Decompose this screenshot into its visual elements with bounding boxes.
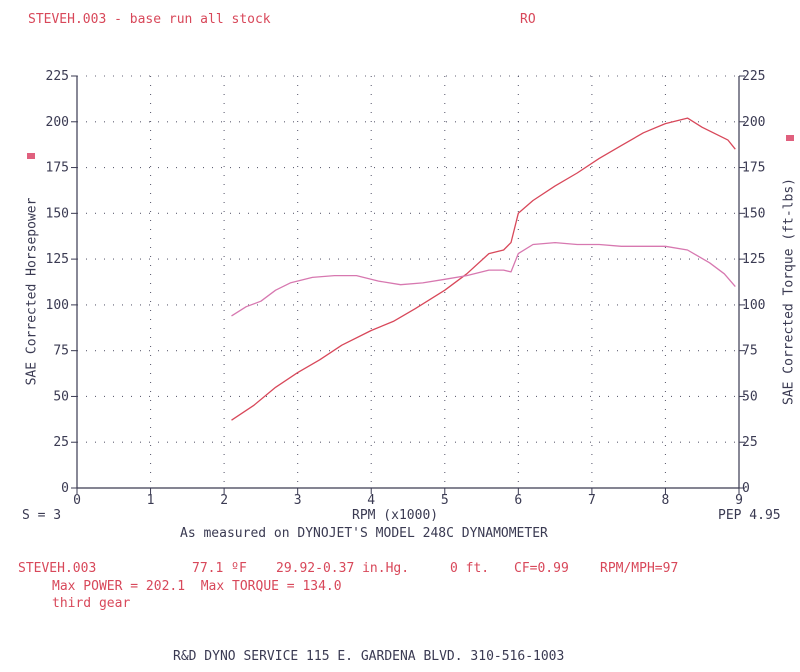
run-baro: 29.92-0.37 in.Hg.: [276, 561, 410, 576]
y-tick-label: 200: [46, 115, 69, 130]
x-tick-label: 3: [294, 493, 302, 508]
run-rpm-mph: RPM/MPH=97: [600, 561, 679, 576]
run-code: RO: [520, 12, 536, 27]
smoothing-label: S = 3: [22, 508, 62, 523]
torque-legend-marker: [786, 135, 794, 141]
y2-tick-label: 150: [742, 206, 765, 221]
x-tick-label: 1: [147, 493, 155, 508]
chart-series: [231, 117, 736, 421]
torque-curve: [231, 241, 736, 317]
chart-axes: [76, 76, 740, 489]
x-tick-label: 4: [367, 493, 375, 508]
run-cf: CF=0.99: [514, 561, 569, 576]
x-tick-label: 2: [220, 493, 228, 508]
y2-tick-label: 175: [742, 161, 765, 176]
pep-version: PEP 4.95: [718, 508, 781, 523]
y2-tick-label: 200: [742, 115, 765, 130]
x-tick-label: 8: [662, 493, 670, 508]
x-tick-label: 9: [735, 493, 743, 508]
measured-note: As measured on DYNOJET'S MODEL 248C DYNA…: [180, 526, 548, 541]
y-tick-label: 0: [61, 481, 69, 496]
run-file: STEVEH.003: [18, 561, 97, 576]
chart-grid: [77, 75, 739, 488]
y2-tick-label: 50: [742, 389, 758, 404]
y2-tick-label: 25: [742, 435, 758, 450]
max-values: Max POWER = 202.1 Max TORQUE = 134.0: [52, 579, 342, 594]
file-title: STEVEH.003 - base run all stock: [28, 12, 271, 27]
x-tick-label: 0: [73, 493, 81, 508]
run-temp: 77.1 ºF: [192, 561, 247, 576]
hp-curve: [231, 117, 736, 421]
y-tick-label: 125: [46, 252, 69, 267]
y-tick-label: 150: [46, 206, 69, 221]
x-tick-label: 7: [588, 493, 596, 508]
y2-tick-label: 0: [742, 481, 750, 496]
hp-legend-marker: [27, 153, 35, 159]
y2-tick-label: 100: [742, 298, 765, 313]
y-tick-label: 100: [46, 298, 69, 313]
x-axis-label: RPM (x1000): [352, 508, 439, 523]
y-tick-label: 25: [53, 435, 69, 450]
y-tick-label: 175: [46, 161, 69, 176]
y-tick-label: 75: [53, 344, 69, 359]
run-elev: 0 ft.: [450, 561, 490, 576]
y2-axis-label: SAE Corrected Torque (ft-lbs): [781, 178, 797, 405]
y2-tick-label: 225: [742, 69, 765, 84]
y2-tick-label: 125: [742, 252, 765, 267]
y-tick-label: 225: [46, 69, 69, 84]
y2-tick-label: 75: [742, 344, 758, 359]
shop-footer: R&D DYNO SERVICE 115 E. GARDENA BLVD. 31…: [173, 649, 565, 664]
x-tick-label: 6: [514, 493, 522, 508]
y-axis-label: SAE Corrected Horsepower: [24, 197, 40, 386]
y-tick-label: 50: [53, 389, 69, 404]
gear-note: third gear: [52, 596, 131, 611]
x-tick-label: 5: [441, 493, 449, 508]
